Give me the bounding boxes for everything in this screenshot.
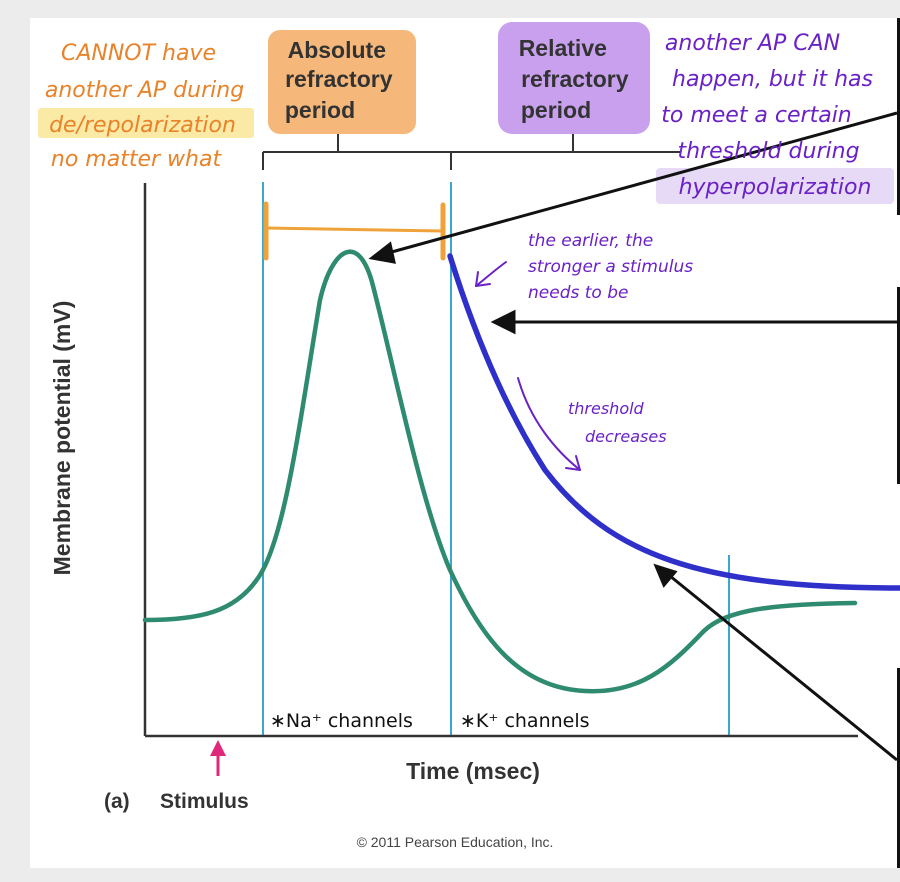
purple-note: another AP CAN happen, but it has to mee… bbox=[661, 31, 880, 200]
na-channels-label: ∗Na⁺ channels bbox=[270, 710, 413, 732]
membrane-potential-curve bbox=[142, 249, 858, 694]
absolute-period-title: Absolute refractory period bbox=[285, 37, 399, 123]
stimulus-arrow bbox=[210, 740, 226, 776]
y-axis-label: Membrane potential (mV) bbox=[49, 301, 75, 576]
orange-note: CANNOT have another AP during de/repolar… bbox=[45, 41, 251, 172]
k-channels-label: ∗K⁺ channels bbox=[460, 710, 590, 732]
refractory-bracket bbox=[262, 134, 680, 170]
x-axis-label: Time (msec) bbox=[406, 758, 540, 784]
period-guide-lines bbox=[262, 182, 730, 735]
absolute-period-highlight bbox=[268, 30, 416, 134]
panel-label: (a) bbox=[104, 790, 130, 813]
earlier-stimulus-note: the earlier, the stronger a stimulus nee… bbox=[528, 231, 699, 303]
relative-period-highlight bbox=[498, 22, 650, 134]
purple-hand-arrows bbox=[475, 261, 581, 471]
axes bbox=[143, 183, 858, 738]
absolute-refractory-marker bbox=[263, 201, 446, 261]
right-edge-bar-2 bbox=[897, 287, 900, 484]
relative-period-title: Relative refractory period bbox=[519, 35, 635, 123]
right-edge-bar-3 bbox=[897, 668, 900, 868]
threshold-decreases-note: threshold decreases bbox=[568, 399, 667, 446]
threshold-curve bbox=[447, 253, 900, 591]
hyperpolarization-highlight bbox=[656, 168, 894, 204]
stimulus-label: Stimulus bbox=[160, 790, 249, 813]
pointer-arrows bbox=[368, 111, 898, 762]
figure-background bbox=[30, 18, 900, 868]
copyright-notice: © 2011 Pearson Education, Inc. bbox=[357, 834, 554, 850]
repolarization-highlight bbox=[38, 108, 254, 138]
right-edge-bar-1 bbox=[897, 18, 900, 215]
